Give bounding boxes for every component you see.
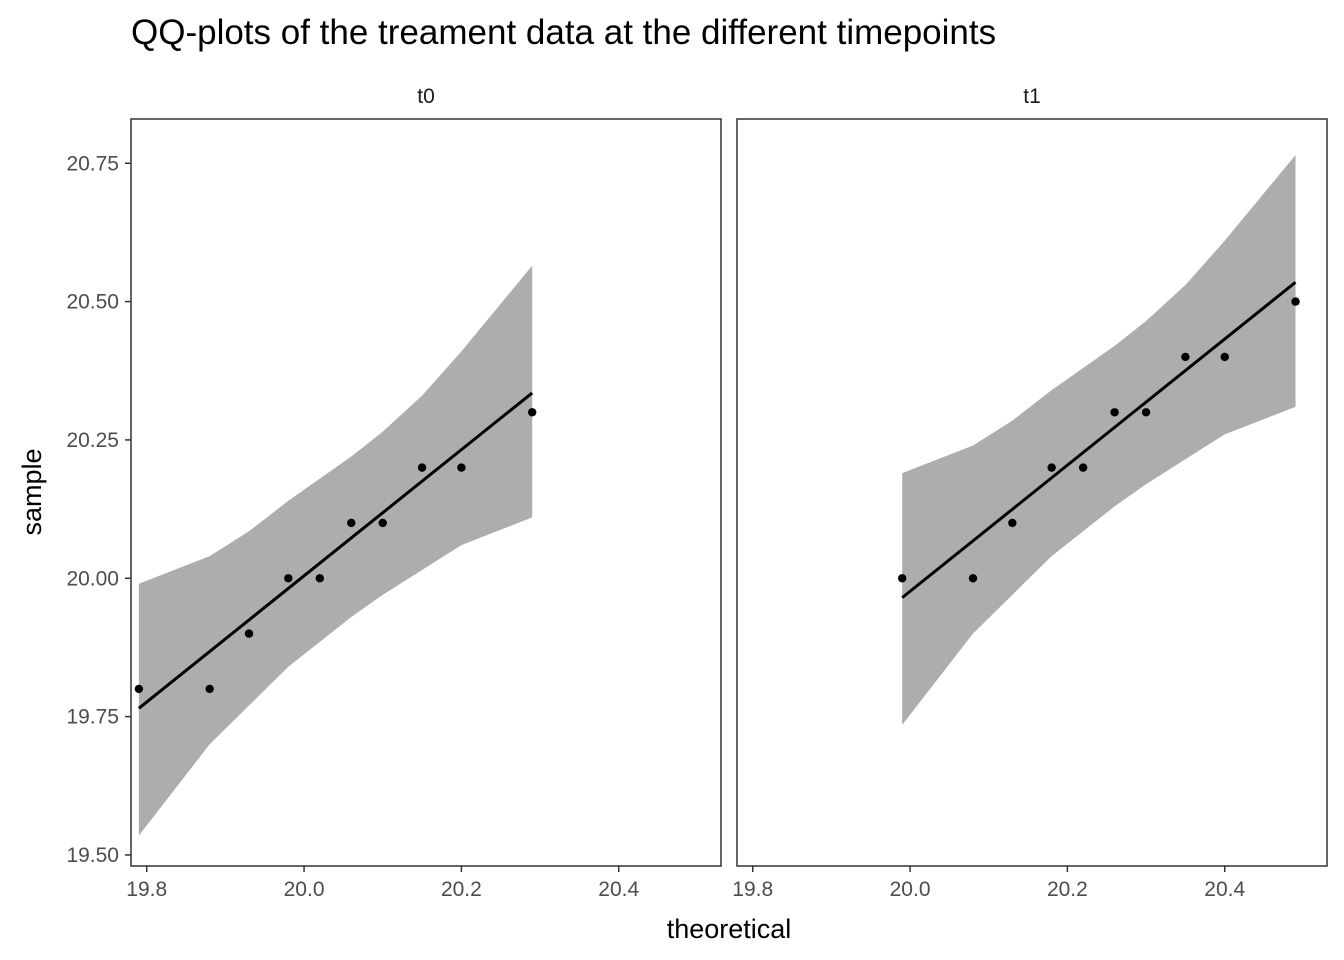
x-tick-label: 20.2 (1047, 878, 1088, 901)
data-point (1181, 352, 1190, 362)
y-tick-label: 20.00 (66, 567, 119, 590)
y-axis-title: sample (17, 448, 47, 535)
data-point (1220, 352, 1229, 362)
x-tick-label: 20.4 (598, 878, 639, 901)
data-point (417, 463, 427, 472)
y-tick-label: 19.50 (66, 844, 119, 867)
x-tick-label: 19.8 (732, 878, 773, 901)
x-axis-title: theoretical (667, 914, 792, 944)
data-point (1078, 463, 1088, 472)
y-axis: 19.50 19.75 20.00 20.25 20.50 20.75 (66, 152, 131, 867)
qq-line (901, 281, 1297, 599)
facet-panel-t0: t0 19.8 20.0 20.2 20.4 (126, 85, 722, 901)
panel-border (130, 118, 722, 867)
facet-label: t0 (417, 85, 435, 108)
facet-label: t1 (1023, 85, 1041, 108)
data-point (378, 518, 387, 528)
data-point (315, 574, 324, 583)
x-tick-label: 19.8 (126, 878, 167, 901)
chart-title: QQ-plots of the treament data at the dif… (131, 13, 996, 52)
data-point (1291, 297, 1300, 306)
data-point (205, 684, 214, 694)
data-point (134, 684, 144, 694)
y-tick-label: 20.75 (66, 152, 119, 175)
x-tick-label: 20.0 (284, 878, 325, 901)
data-point (898, 574, 907, 583)
qq-line (137, 391, 534, 710)
y-tick-label: 19.75 (66, 706, 119, 729)
data-point (1047, 463, 1056, 472)
data-point (1141, 408, 1151, 417)
data-point (457, 463, 466, 472)
x-tick-label: 20.2 (441, 878, 482, 901)
facet-panel-t1: t1 19.8 20.0 20.2 20.4 (732, 85, 1328, 901)
y-tick-label: 20.25 (66, 429, 119, 452)
data-point (284, 574, 293, 583)
x-tick-label: 20.4 (1204, 878, 1245, 901)
facet-panels: t0 19.8 20.0 20.2 20.4 t1 19.8 20.0 20.2 20.4 (126, 85, 1328, 901)
y-tick-label: 20.50 (66, 291, 119, 314)
data-point (1110, 408, 1119, 417)
data-point (1008, 518, 1017, 528)
panel-border (736, 118, 1328, 867)
data-point (968, 574, 978, 583)
data-point (244, 629, 254, 638)
data-point (528, 408, 537, 417)
data-point (347, 518, 356, 528)
x-tick-label: 20.0 (890, 878, 931, 901)
